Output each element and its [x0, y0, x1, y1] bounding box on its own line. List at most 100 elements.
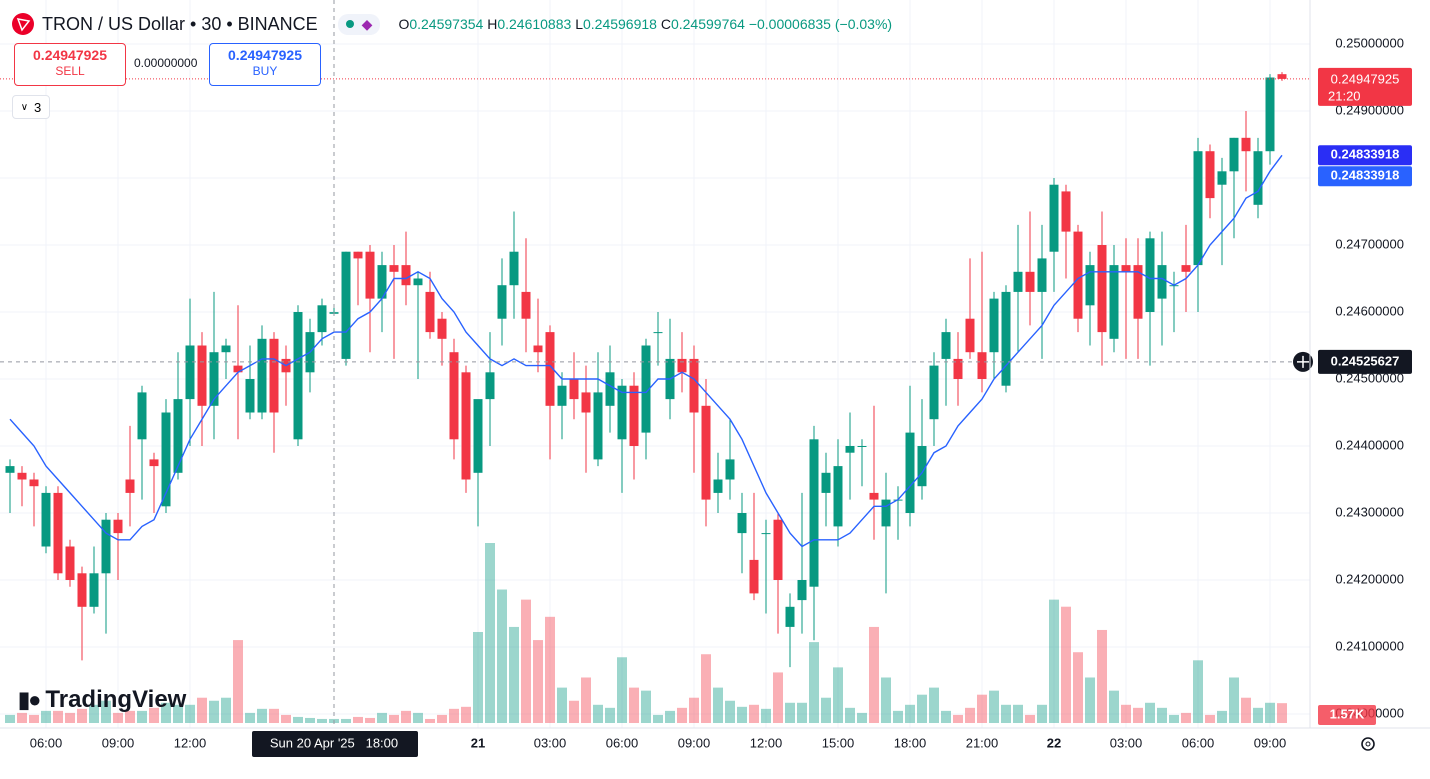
volume-bar — [257, 708, 267, 723]
candle-body — [221, 345, 231, 353]
candle-body — [833, 466, 843, 527]
volume-bar — [149, 707, 159, 723]
candle-body — [725, 459, 735, 480]
candle-body — [5, 466, 15, 473]
legend-value: 0.24599764 — [670, 16, 745, 32]
volume-bar — [1061, 606, 1071, 723]
candle-body — [737, 513, 747, 534]
candle-body — [761, 533, 771, 535]
volume-bar — [1073, 652, 1083, 723]
candle-body — [1205, 151, 1215, 199]
candle-body — [497, 285, 507, 319]
legend-key: O — [398, 16, 410, 32]
settings-icon[interactable] — [1361, 737, 1375, 751]
indicator-toggle[interactable]: ∨ 3 — [12, 95, 50, 119]
volume-bar — [857, 712, 867, 723]
legend-change: −0.00006835 (−0.03%) — [748, 16, 893, 32]
candle-body — [617, 385, 627, 440]
volume-bar — [1265, 702, 1275, 723]
candle-body — [341, 251, 351, 359]
candle-body — [965, 318, 975, 353]
volume-bar — [125, 710, 135, 723]
volume-bar — [797, 702, 807, 723]
indicator-count: 3 — [34, 99, 42, 115]
volume-bar — [389, 714, 399, 723]
crosshair-add-button[interactable] — [1293, 351, 1313, 372]
sell-button[interactable]: 0.24947925 SELL — [14, 43, 126, 86]
volume-bar — [845, 707, 855, 723]
legend-key: L — [575, 16, 583, 32]
volume-bar — [1181, 712, 1191, 723]
candle-body — [149, 459, 159, 467]
volume-bar — [1025, 714, 1035, 723]
overlay-layer: 0.240000000.241000000.242000000.24300000… — [0, 0, 1412, 757]
volume-bar — [509, 626, 519, 723]
candle-body — [521, 291, 531, 319]
candle-body — [605, 372, 615, 406]
candle-body — [1013, 271, 1023, 292]
candle-body — [317, 305, 327, 333]
candle-body — [581, 392, 591, 413]
volume-bar — [209, 700, 219, 723]
candle-body — [473, 399, 483, 473]
candle-body — [929, 365, 939, 420]
x-tick-label: 21:00 — [966, 735, 999, 750]
candle-body — [413, 278, 423, 286]
ma-label-box — [1318, 145, 1412, 166]
y-tick-label: 0.24900000 — [1335, 102, 1404, 117]
volume-bar — [1277, 703, 1287, 723]
brand-logo: ▮● TradingView — [18, 686, 187, 713]
volume-bar — [557, 687, 567, 723]
volume-bar — [725, 700, 735, 723]
candle-body — [257, 338, 267, 413]
candle-body — [653, 332, 663, 334]
volume-bar — [881, 677, 891, 723]
x-tick-label: 09:00 — [678, 735, 711, 750]
volume-bar — [77, 708, 87, 723]
buy-button[interactable]: 0.24947925 BUY — [209, 43, 321, 86]
y-tick-label: 0.24400000 — [1335, 437, 1404, 452]
volume-bar — [833, 667, 843, 723]
volume-bar — [593, 704, 603, 723]
volume-bar — [929, 687, 939, 723]
candle-body — [89, 573, 99, 607]
volume-bar — [281, 714, 291, 723]
candle-body — [953, 358, 963, 380]
volume-bar — [41, 710, 51, 723]
status-pill[interactable]: ◆ — [337, 13, 381, 35]
volume-bar — [641, 690, 651, 723]
candle-body — [41, 492, 51, 547]
tron-icon — [12, 13, 34, 35]
ma-label: 0.24833918 — [1331, 168, 1400, 183]
volume-bar — [953, 714, 963, 723]
volume-label: 1.57K — [1330, 706, 1365, 721]
volume-bar — [245, 712, 255, 723]
volume-bar — [137, 710, 147, 723]
volume-bar — [365, 717, 375, 723]
candle-body — [1073, 231, 1083, 319]
brand-text: TradingView — [45, 686, 187, 713]
volume-bar — [89, 704, 99, 723]
candle-body — [233, 365, 243, 373]
volume-bar — [905, 704, 915, 723]
symbol-title: TRON / US Dollar • 30 • BINANCE — [42, 13, 318, 34]
candle-body — [1049, 184, 1059, 252]
volume-bar — [917, 694, 927, 723]
candle-body — [485, 372, 495, 400]
ma-label-box — [1318, 166, 1412, 187]
y-tick-label: 0.24100000 — [1335, 638, 1404, 653]
add-icon — [1297, 355, 1309, 368]
volume-bar — [1109, 690, 1119, 723]
volume-bar — [1121, 704, 1131, 723]
candle-body — [1241, 137, 1251, 152]
volume-bar — [1013, 704, 1023, 723]
volume-bar — [377, 712, 387, 723]
candle-body — [941, 332, 951, 359]
candle-body — [557, 385, 567, 406]
volume-bar — [617, 657, 627, 723]
x-tick-label: 06:00 — [606, 735, 639, 750]
volume-bar — [629, 687, 639, 723]
candle-body — [209, 352, 219, 406]
volume-bar — [1241, 697, 1251, 723]
